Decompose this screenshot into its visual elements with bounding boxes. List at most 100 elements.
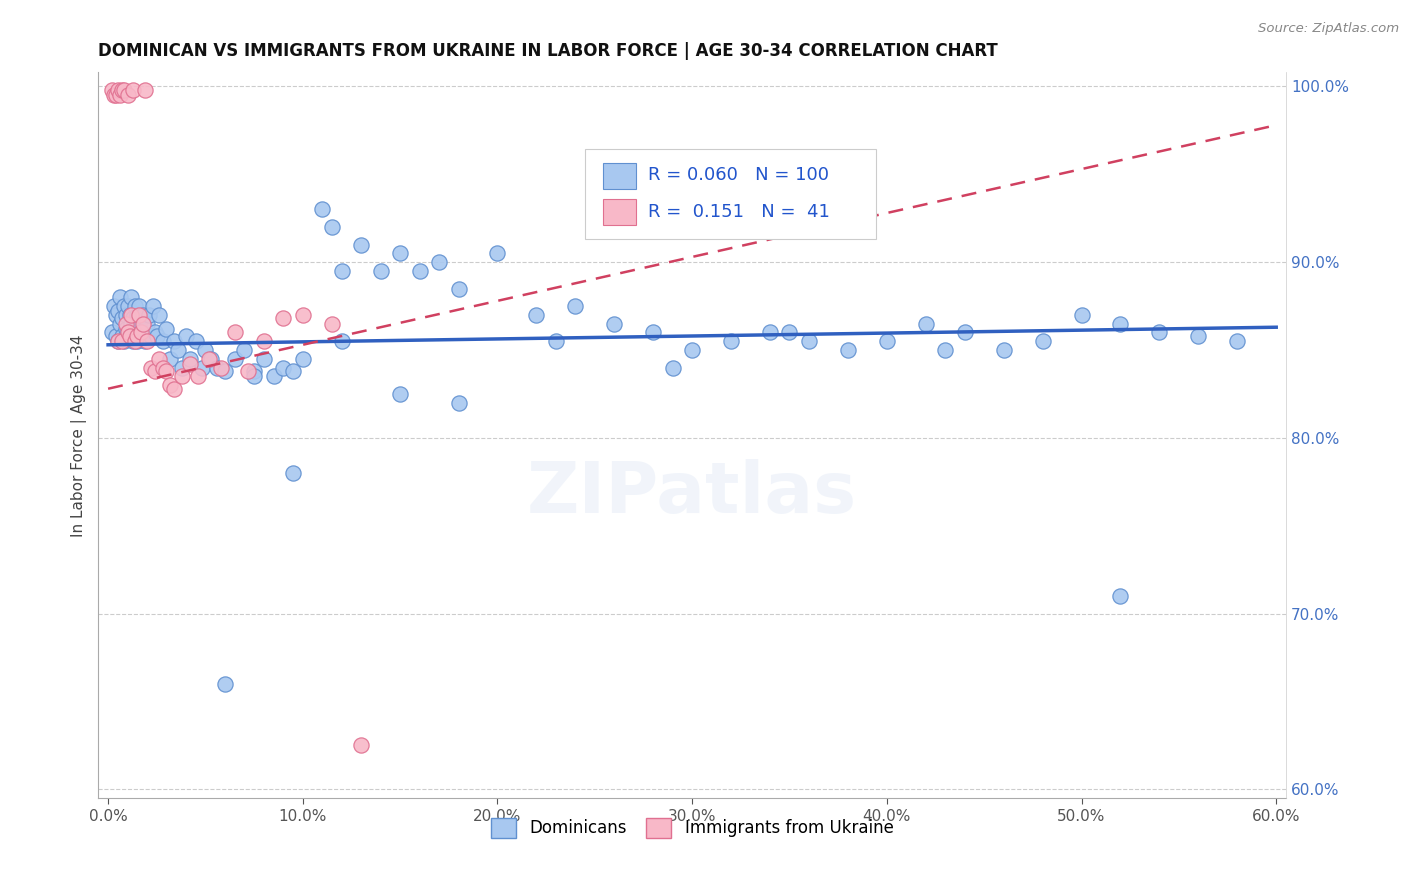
Point xyxy=(122,83,145,97)
Point xyxy=(526,308,548,322)
Point xyxy=(114,322,136,336)
Point xyxy=(129,326,152,340)
Point xyxy=(134,334,156,349)
Point xyxy=(111,329,134,343)
Text: R = 0.060   N = 100: R = 0.060 N = 100 xyxy=(648,167,830,185)
Point xyxy=(281,466,304,480)
Point xyxy=(127,329,149,343)
Point xyxy=(291,351,314,366)
Point xyxy=(136,317,159,331)
Point xyxy=(321,220,343,235)
Point xyxy=(101,326,124,340)
Point xyxy=(107,304,129,318)
Point xyxy=(179,357,201,371)
Point xyxy=(114,317,136,331)
Point xyxy=(214,364,236,378)
Point xyxy=(447,396,470,410)
Point xyxy=(108,88,131,103)
Point xyxy=(1187,329,1209,343)
Point xyxy=(159,351,181,366)
Point xyxy=(330,334,353,349)
Point xyxy=(544,334,567,349)
Point xyxy=(224,351,246,366)
Point xyxy=(124,334,146,349)
Point xyxy=(1149,326,1171,340)
Point xyxy=(233,343,256,357)
Point xyxy=(447,281,470,295)
Point xyxy=(138,308,160,322)
Bar xyxy=(603,163,637,188)
Point xyxy=(194,343,217,357)
Point xyxy=(122,334,145,349)
Point xyxy=(643,326,665,340)
Point xyxy=(112,83,135,97)
Text: DOMINICAN VS IMMIGRANTS FROM UKRAINE IN LABOR FORCE | AGE 30-34 CORRELATION CHAR: DOMINICAN VS IMMIGRANTS FROM UKRAINE IN … xyxy=(98,42,998,60)
Point xyxy=(148,308,170,322)
Point xyxy=(117,326,139,340)
Point xyxy=(238,364,260,378)
Point xyxy=(350,739,373,753)
Point xyxy=(408,264,430,278)
Point xyxy=(603,317,626,331)
Point xyxy=(120,290,142,304)
Point xyxy=(127,334,149,349)
Point xyxy=(152,360,174,375)
Point xyxy=(243,369,266,384)
Point xyxy=(111,83,134,97)
Legend: Dominicans, Immigrants from Ukraine: Dominicans, Immigrants from Ukraine xyxy=(484,812,900,844)
Point xyxy=(1070,308,1092,322)
Point xyxy=(112,334,135,349)
Point xyxy=(1226,334,1249,349)
Point xyxy=(200,351,222,366)
Point xyxy=(914,317,936,331)
Point xyxy=(124,329,146,343)
Point xyxy=(136,334,159,349)
Point xyxy=(184,334,207,349)
Point xyxy=(107,83,129,97)
Point xyxy=(370,264,392,278)
Point xyxy=(129,326,152,340)
Point xyxy=(104,88,127,103)
Point xyxy=(198,351,221,366)
Point xyxy=(661,360,683,375)
Point xyxy=(1032,334,1054,349)
Point xyxy=(127,308,149,322)
Point xyxy=(993,343,1015,357)
Point xyxy=(271,311,294,326)
Point xyxy=(389,246,412,260)
FancyBboxPatch shape xyxy=(585,149,876,239)
Point xyxy=(759,326,782,340)
Point xyxy=(148,351,170,366)
Point xyxy=(117,88,139,103)
Point xyxy=(132,317,155,331)
Point xyxy=(214,677,236,691)
Point xyxy=(263,369,285,384)
Point xyxy=(145,329,167,343)
Point xyxy=(350,237,373,252)
Point xyxy=(143,364,166,378)
Point xyxy=(134,83,156,97)
Point xyxy=(953,326,976,340)
Point xyxy=(253,334,276,349)
Point xyxy=(132,308,155,322)
Point xyxy=(155,322,177,336)
Point xyxy=(224,326,246,340)
Point xyxy=(205,360,228,375)
Point xyxy=(797,334,820,349)
Point xyxy=(389,387,412,401)
Point xyxy=(209,360,232,375)
Point xyxy=(117,326,139,340)
Point xyxy=(118,329,141,343)
Point xyxy=(139,329,162,343)
Point xyxy=(101,83,124,97)
Point xyxy=(163,382,186,396)
Point xyxy=(128,299,150,313)
Point xyxy=(167,343,190,357)
Point xyxy=(155,364,177,378)
Point xyxy=(190,360,212,375)
Point xyxy=(118,329,141,343)
Point xyxy=(163,334,186,349)
Point xyxy=(139,360,162,375)
Text: Source: ZipAtlas.com: Source: ZipAtlas.com xyxy=(1258,22,1399,36)
Point xyxy=(104,308,127,322)
